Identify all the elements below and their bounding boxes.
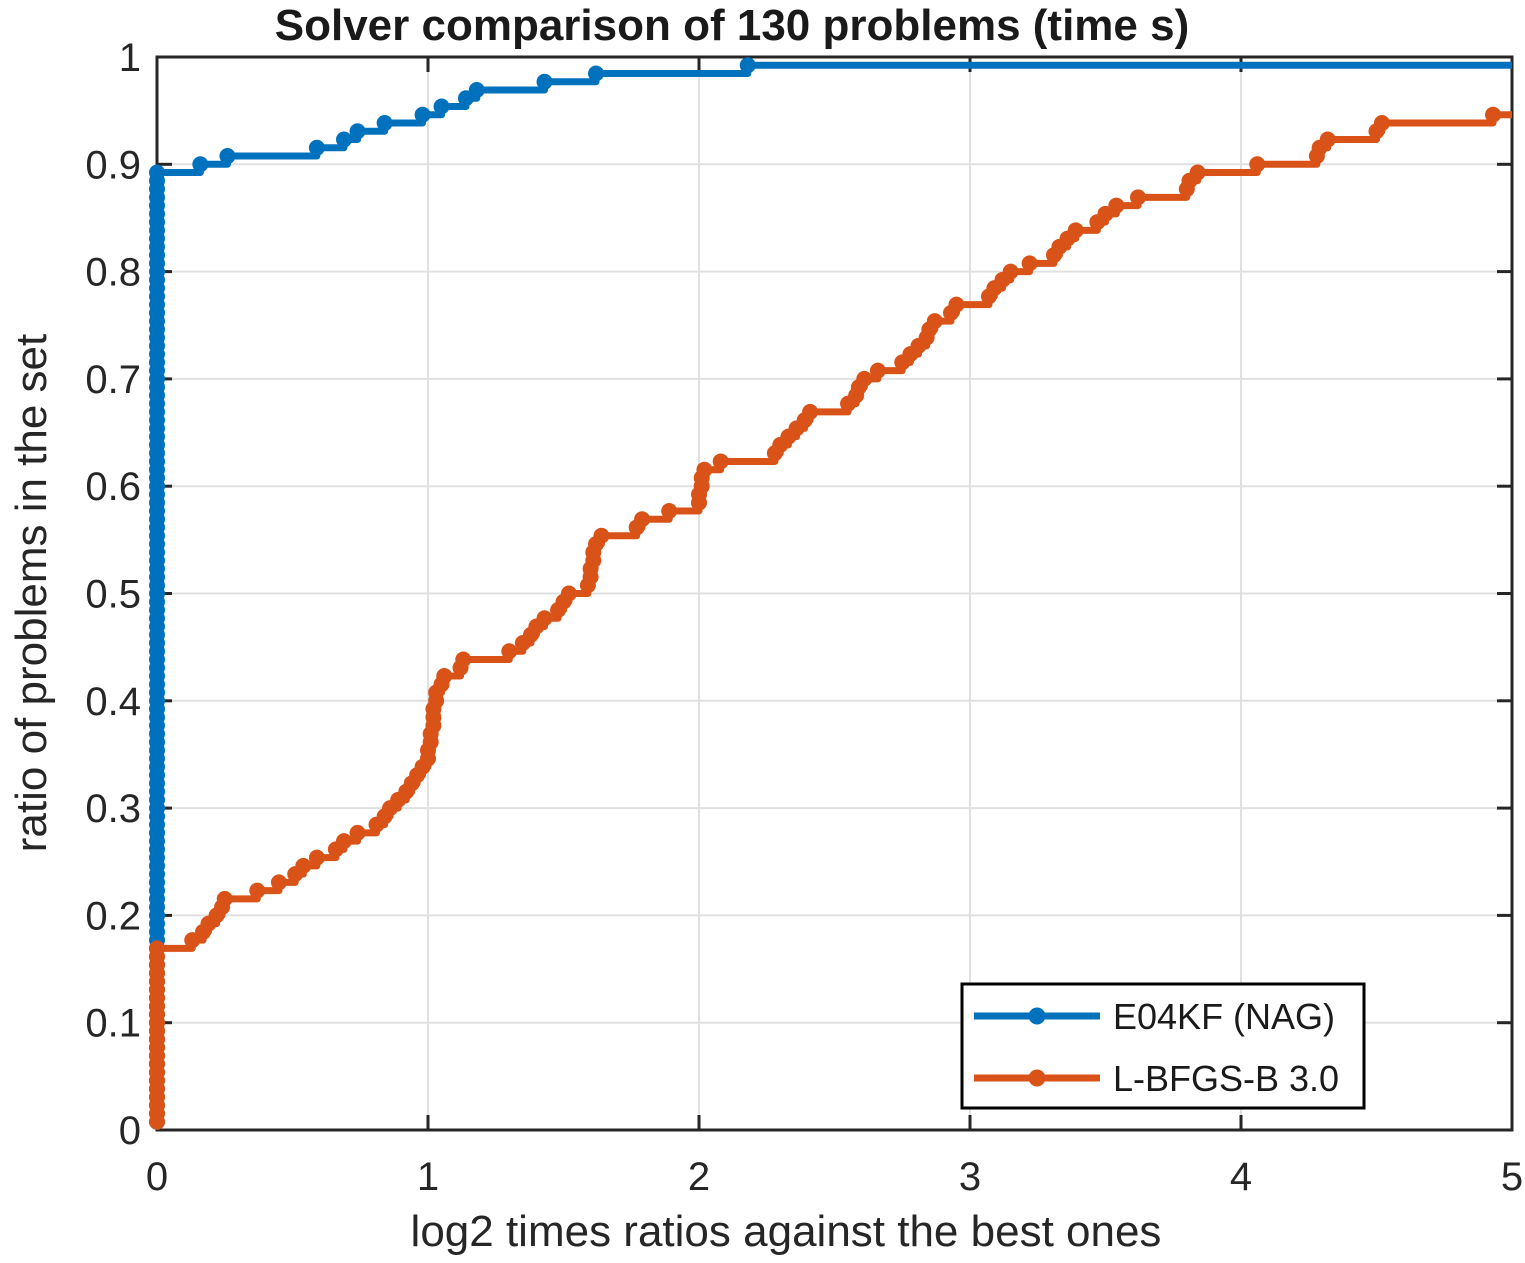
data-point-marker: [588, 65, 605, 82]
data-point-marker: [926, 313, 943, 330]
x-tick-label: 2: [688, 1155, 710, 1199]
data-point-marker: [661, 502, 678, 519]
data-point-marker: [560, 585, 577, 602]
x-tick-label: 1: [417, 1155, 439, 1199]
data-point-marker: [468, 82, 485, 99]
legend: E04KF (NAG) L-BFGS-B 3.0: [960, 982, 1366, 1110]
data-point-marker: [376, 115, 393, 132]
data-point-marker: [1108, 197, 1125, 214]
data-point-marker: [856, 370, 873, 387]
y-tick-label: 1: [119, 36, 141, 80]
data-point-marker: [593, 527, 610, 544]
data-point-marker: [739, 57, 756, 74]
y-tick-labels: 0 0.1 0.2 0.3 0.4 0.5 0.6 0.7 0.8 0.9 1: [85, 36, 141, 1153]
data-point-marker: [219, 148, 236, 165]
legend-label-e04kf: E04KF (NAG): [1113, 996, 1335, 1037]
data-point-marker: [1189, 164, 1206, 181]
data-point-marker: [349, 824, 366, 841]
data-point-marker: [948, 296, 965, 313]
data-point-marker: [216, 890, 233, 907]
y-tick-label: 0.5: [85, 573, 141, 617]
legend-entry-lbfgsb: L-BFGS-B 3.0: [974, 1058, 1339, 1099]
y-tick-label: 0: [119, 1109, 141, 1153]
y-axis-label: ratio of problems in the set: [7, 334, 56, 852]
data-point-marker: [414, 106, 431, 123]
y-tick-label: 0.8: [85, 251, 141, 295]
x-tick-labels: 0 1 2 3 4 5: [146, 1155, 1523, 1199]
series-e04kf-nag-: [149, 57, 1512, 1130]
data-point-marker: [436, 668, 453, 685]
x-tick-label: 3: [959, 1155, 981, 1199]
x-tick-label: 4: [1230, 1155, 1252, 1199]
y-tick-label: 0.9: [85, 143, 141, 187]
data-point-marker: [1373, 115, 1390, 132]
data-point-marker: [1021, 255, 1038, 272]
legend-box: [960, 982, 1366, 1110]
data-point-marker: [335, 131, 352, 148]
y-tick-label: 0.7: [85, 358, 141, 402]
x-tick-label: 0: [146, 1155, 168, 1199]
data-point-marker: [149, 164, 165, 181]
data-point-marker: [1067, 222, 1084, 239]
data-point-marker: [1485, 106, 1502, 123]
data-point-marker: [1130, 189, 1147, 206]
series-line: [153, 111, 1512, 1122]
data-point-marker: [308, 139, 325, 156]
data-point-marker: [869, 362, 886, 379]
data-point-marker: [433, 98, 450, 115]
data-point-marker: [536, 73, 553, 90]
data-point-marker: [308, 849, 325, 866]
data-point-marker: [295, 857, 312, 874]
data-point-marker: [149, 940, 165, 957]
data-point-marker: [802, 403, 819, 420]
data-point-marker: [192, 156, 209, 173]
data-point-marker: [1097, 205, 1114, 222]
grid-lines: [157, 57, 1512, 1130]
x-axis-label: log2 times ratios against the best ones: [411, 1207, 1162, 1256]
data-point-marker: [712, 453, 729, 470]
data-point-marker: [249, 882, 266, 899]
y-tick-label: 0.4: [85, 680, 141, 724]
data-point-marker: [349, 123, 366, 140]
data-point-marker: [1249, 156, 1266, 173]
legend-marker-orange: [1028, 1069, 1046, 1087]
y-tick-label: 0.1: [85, 1002, 141, 1046]
legend-marker-blue: [1028, 1007, 1046, 1025]
legend-label-lbfgsb: L-BFGS-B 3.0: [1113, 1058, 1339, 1099]
data-point-marker: [1319, 131, 1336, 148]
data-point-marker: [634, 511, 651, 528]
x-tick-label: 5: [1501, 1155, 1523, 1199]
data-point-marker: [270, 874, 287, 891]
data-point-marker: [184, 932, 201, 949]
series-l-bfgs-b-3-0: [149, 106, 1512, 1130]
data-point-marker: [1002, 263, 1019, 280]
legend-entry-e04kf: E04KF (NAG): [974, 996, 1335, 1037]
data-point-marker: [455, 651, 472, 668]
y-tick-label: 0.2: [85, 894, 141, 938]
data-point-marker: [335, 833, 352, 850]
y-tick-label: 0.6: [85, 465, 141, 509]
data-point-marker: [457, 90, 474, 107]
series-lines: [149, 57, 1512, 1130]
data-point-marker: [696, 461, 713, 478]
chart-title: Solver comparison of 130 problems (time …: [275, 1, 1189, 50]
y-tick-label: 0.3: [85, 787, 141, 831]
data-point-marker: [536, 610, 553, 627]
data-point-marker: [501, 643, 518, 660]
